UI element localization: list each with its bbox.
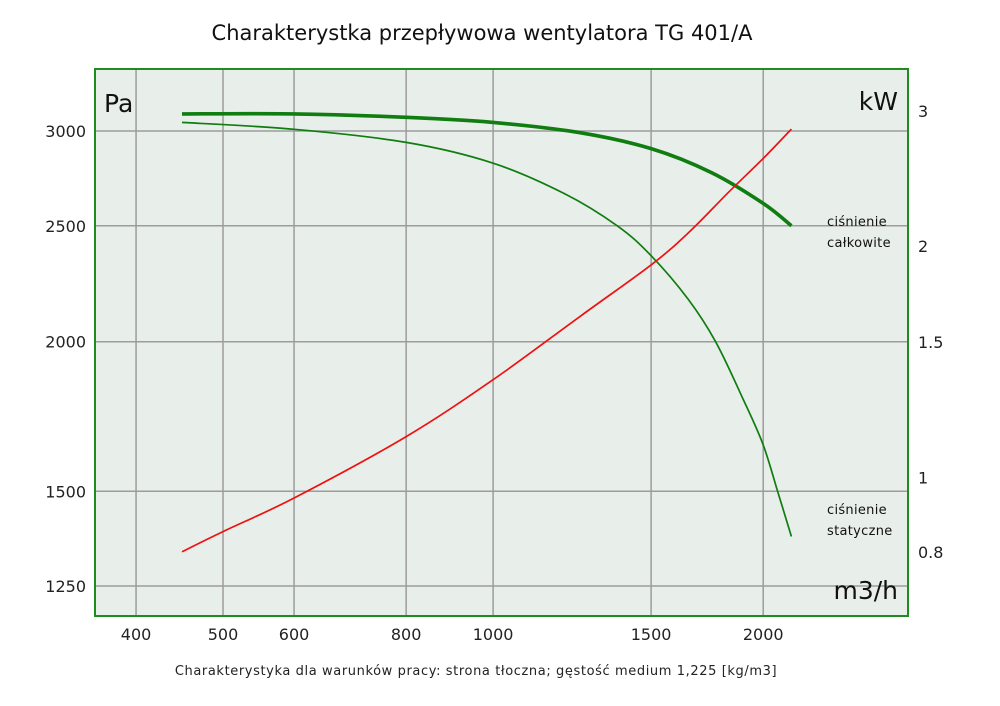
y2-tick-label: 3 [918,102,928,121]
series-label-total-pressure-line1: ciśnienie [827,215,887,230]
series-layer [181,111,793,553]
plot-frame [94,68,909,617]
chart-caption: Charakterystyka dla warunków pracy: stro… [175,664,777,679]
y2-tick-label: 2 [918,237,928,256]
x-tick-label: 1500 [631,625,672,644]
y2-tick-label: 1.5 [918,333,943,352]
x-tick-label: 1000 [473,625,514,644]
x-gridlines [135,69,764,616]
x-tick-label: 600 [279,625,310,644]
y2-tick-labels: 0.8 1 1.5 2 3 [918,102,943,562]
y-gridlines [95,130,908,587]
y-tick-label: 3000 [45,122,86,141]
x-tick-label: 500 [208,625,239,644]
series-label-static-pressure-line2: statyczne [827,524,893,539]
x-tick-label: 400 [121,625,152,644]
series-label-static-pressure-line1: ciśnienie [827,503,887,518]
chart-title: Charakterystka przepływowa wentylatora T… [212,21,754,45]
series-total-pressure-line [181,111,793,228]
x-tick-label: 800 [391,625,422,644]
y-tick-label: 2500 [45,217,86,236]
y2-tick-label: 1 [918,468,928,487]
y-axis-unit-label: Pa [104,89,133,118]
x-tick-labels: 400 500 600 800 1000 1500 2000 [121,625,784,644]
y-tick-label: 2000 [45,333,86,352]
y-tick-label: 1500 [45,482,86,501]
x-tick-label: 2000 [743,625,784,644]
y2-axis-unit-label: kW [859,87,898,116]
y-tick-label: 1250 [45,577,86,596]
series-power-line [181,128,793,553]
series-label-total-pressure-line2: całkowite [827,236,891,251]
plot-area [95,69,908,616]
x-axis-unit-label: m3/h [833,576,898,605]
series-static-pressure-line [181,121,793,537]
y2-tick-label: 0.8 [918,543,943,562]
y-tick-labels: 1250 1500 2000 2500 3000 [45,122,86,596]
